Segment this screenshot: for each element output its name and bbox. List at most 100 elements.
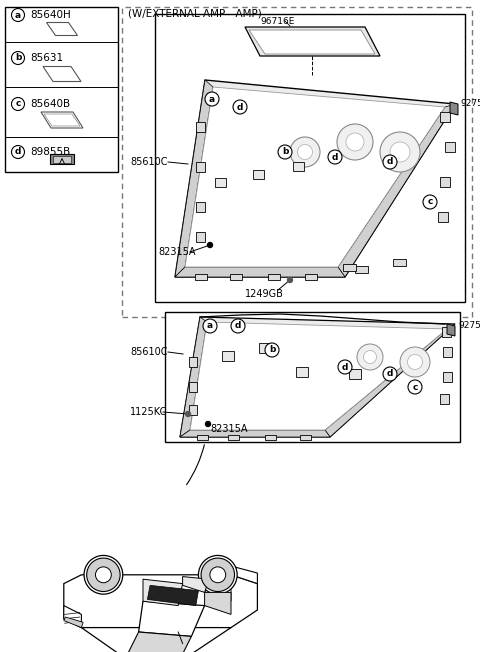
Polygon shape: [180, 430, 330, 437]
Text: 1125KC: 1125KC: [130, 407, 168, 417]
Polygon shape: [196, 202, 205, 212]
Circle shape: [265, 343, 279, 357]
Circle shape: [288, 278, 292, 282]
Circle shape: [12, 52, 24, 65]
Text: 1249GB: 1249GB: [245, 289, 284, 299]
Text: 82315A: 82315A: [158, 247, 195, 257]
Bar: [215, 177, 226, 186]
Polygon shape: [189, 357, 197, 367]
Text: 89855B: 89855B: [30, 147, 70, 157]
Polygon shape: [175, 80, 213, 277]
Polygon shape: [175, 267, 345, 277]
Circle shape: [278, 145, 292, 159]
Polygon shape: [143, 579, 182, 606]
Bar: [222, 351, 234, 361]
Polygon shape: [355, 266, 368, 273]
Polygon shape: [443, 347, 452, 357]
Circle shape: [380, 132, 420, 172]
Circle shape: [337, 124, 373, 160]
Polygon shape: [231, 566, 257, 584]
Circle shape: [96, 567, 111, 583]
Circle shape: [185, 411, 191, 417]
Polygon shape: [64, 617, 83, 628]
Polygon shape: [204, 593, 231, 614]
Circle shape: [357, 344, 383, 370]
Text: 85640H: 85640H: [30, 10, 71, 20]
Text: 85631: 85631: [30, 53, 63, 63]
Circle shape: [338, 360, 352, 374]
Polygon shape: [195, 274, 207, 280]
Circle shape: [346, 133, 364, 151]
Text: c: c: [15, 100, 21, 108]
Text: d: d: [387, 158, 393, 166]
Polygon shape: [182, 576, 209, 593]
Bar: [5, 7, 118, 172]
Text: a: a: [207, 321, 213, 331]
Circle shape: [207, 243, 213, 248]
Circle shape: [408, 355, 422, 370]
Text: d: d: [235, 321, 241, 331]
Bar: [296, 367, 308, 377]
Circle shape: [408, 380, 422, 394]
Polygon shape: [325, 324, 455, 437]
Polygon shape: [338, 104, 455, 277]
Text: d: d: [237, 102, 243, 111]
Circle shape: [231, 319, 245, 333]
Polygon shape: [197, 435, 208, 440]
Text: c: c: [427, 198, 432, 207]
Polygon shape: [180, 317, 207, 437]
Polygon shape: [43, 67, 81, 82]
Circle shape: [205, 92, 219, 106]
Circle shape: [423, 195, 437, 209]
Polygon shape: [64, 606, 82, 628]
Polygon shape: [185, 87, 445, 267]
Text: d: d: [15, 147, 21, 156]
Text: d: d: [342, 363, 348, 372]
Polygon shape: [438, 212, 448, 222]
Polygon shape: [189, 405, 197, 415]
Text: d: d: [387, 370, 393, 379]
Polygon shape: [268, 274, 280, 280]
Circle shape: [205, 421, 211, 426]
Polygon shape: [228, 435, 239, 440]
Polygon shape: [442, 327, 451, 337]
Circle shape: [210, 567, 226, 583]
Polygon shape: [190, 322, 447, 430]
Polygon shape: [393, 259, 406, 266]
Text: 92750A: 92750A: [458, 321, 480, 331]
Polygon shape: [196, 232, 205, 242]
Circle shape: [84, 556, 123, 594]
Text: 82315A: 82315A: [210, 424, 248, 434]
Circle shape: [203, 319, 217, 333]
Polygon shape: [245, 27, 380, 56]
Polygon shape: [196, 122, 205, 132]
Polygon shape: [64, 575, 257, 628]
Polygon shape: [204, 584, 231, 601]
Circle shape: [12, 98, 24, 110]
Polygon shape: [47, 23, 77, 35]
Circle shape: [328, 150, 342, 164]
Text: 85640B: 85640B: [30, 99, 70, 109]
Polygon shape: [147, 585, 198, 606]
Bar: [259, 343, 271, 353]
Text: b: b: [269, 346, 275, 355]
Text: b: b: [15, 53, 21, 63]
Polygon shape: [305, 274, 317, 280]
Circle shape: [383, 367, 397, 381]
Text: 96716E: 96716E: [260, 16, 294, 25]
Circle shape: [390, 142, 410, 162]
Polygon shape: [443, 372, 452, 382]
Polygon shape: [440, 177, 450, 187]
Text: c: c: [412, 383, 418, 391]
Circle shape: [12, 8, 24, 22]
Polygon shape: [196, 162, 205, 172]
Text: b: b: [282, 147, 288, 156]
Text: d: d: [332, 153, 338, 162]
Circle shape: [290, 137, 320, 167]
Polygon shape: [343, 264, 356, 271]
Polygon shape: [265, 435, 276, 440]
Text: 85610C: 85610C: [130, 347, 168, 357]
Bar: [252, 170, 264, 179]
Circle shape: [87, 558, 120, 591]
Circle shape: [363, 351, 376, 364]
